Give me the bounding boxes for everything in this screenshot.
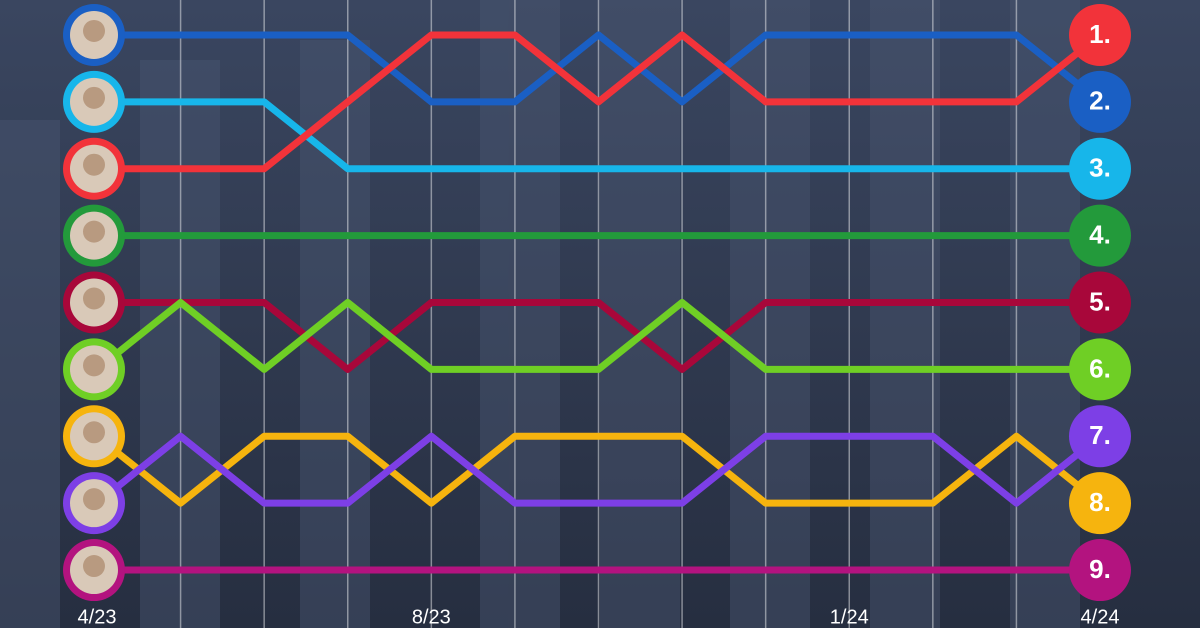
- end-label: 3.: [1089, 153, 1111, 183]
- x-tick-label: 4/23: [78, 606, 117, 628]
- end-label: 6.: [1089, 353, 1111, 383]
- end-marker: [1069, 204, 1131, 267]
- series-line: [97, 98, 1100, 173]
- portrait-head: [83, 19, 105, 42]
- portrait-head: [83, 488, 105, 511]
- end-label: 4.: [1089, 219, 1111, 249]
- end-marker: [1069, 137, 1131, 200]
- series-line: [94, 299, 1100, 373]
- end-label: 1.: [1089, 19, 1111, 49]
- series-line: [94, 432, 1103, 507]
- end-label: 9.: [1089, 554, 1111, 584]
- plot: 4/23 8/23 1/24 4/24 2. 3. 1. 4. 5. 6. 8. 7. 9.: [63, 0, 1131, 628]
- series-line: [97, 31, 1103, 106]
- series-line: [97, 31, 1103, 173]
- end-label: 8.: [1089, 487, 1111, 517]
- x-tick-label: 1/24: [830, 606, 869, 628]
- portrait-head: [83, 86, 105, 109]
- portrait-head: [83, 354, 105, 377]
- end-marker: [1069, 70, 1131, 133]
- x-tick-label: 4/24: [1081, 606, 1120, 628]
- portrait-head: [83, 153, 105, 176]
- end-marker: [1069, 472, 1131, 535]
- end-marker: [1069, 338, 1131, 401]
- end-marker: [1069, 405, 1131, 468]
- series-line: [94, 432, 1103, 507]
- x-tick-label: 8/23: [412, 606, 451, 628]
- portrait-head: [83, 555, 105, 578]
- series-line: [97, 299, 1100, 373]
- end-label: 7.: [1089, 420, 1111, 450]
- end-label: 2.: [1089, 86, 1111, 116]
- end-label: 5.: [1089, 286, 1111, 316]
- end-marker: [1069, 3, 1131, 66]
- portrait-head: [83, 287, 105, 310]
- portrait-head: [83, 421, 105, 444]
- portrait-head: [83, 220, 105, 243]
- end-marker: [1069, 539, 1131, 602]
- end-marker: [1069, 271, 1131, 334]
